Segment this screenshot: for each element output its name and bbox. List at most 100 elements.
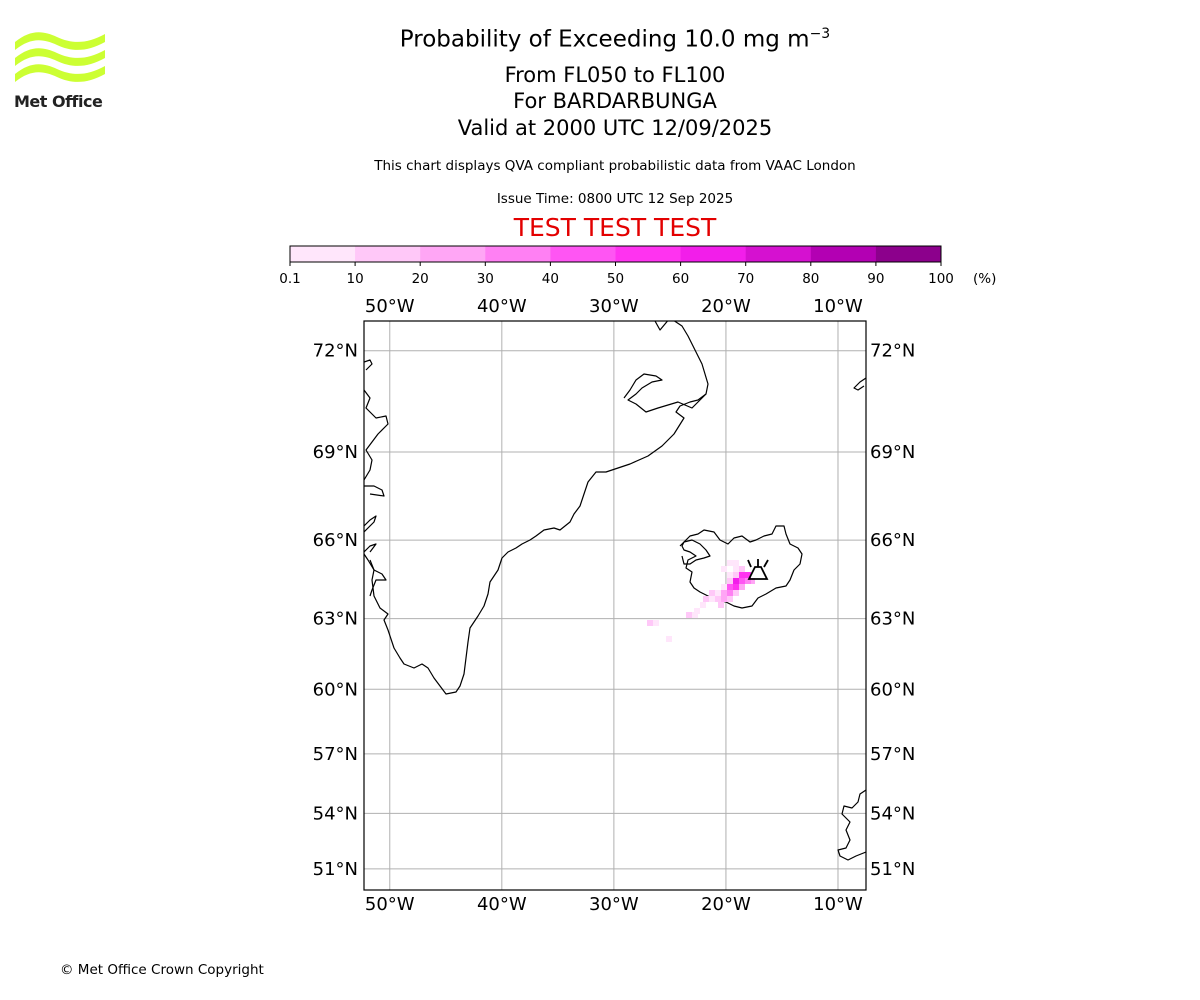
lon-label-top: 10°W: [813, 296, 863, 317]
probability-cell: [745, 578, 751, 584]
lat-label-left: 60°N: [313, 679, 358, 700]
probability-cell: [686, 612, 692, 618]
colorbar-segment: [810, 246, 877, 262]
probability-cell: [647, 620, 653, 626]
colorbar-segment: [290, 246, 356, 262]
scoresby-fjord: [623, 373, 707, 413]
probability-cell: [718, 602, 724, 608]
logo-text: Met Office: [14, 92, 103, 111]
lon-label-bottom: 20°W: [701, 894, 751, 915]
chart-title: Probability of Exceeding 10.0 mg m−3: [15, 26, 1200, 53]
lon-label-bottom: 50°W: [365, 894, 415, 915]
lat-label-right: 63°N: [870, 609, 915, 630]
probability-cell: [727, 584, 733, 590]
lat-label-left: 51°N: [313, 859, 358, 880]
colorbar-tick-label: 30: [477, 271, 494, 287]
copyright: © Met Office Crown Copyright: [60, 962, 264, 978]
map-background: [364, 321, 866, 890]
probability-cell: [692, 612, 698, 618]
iceland-westfjords: [679, 539, 711, 565]
colorbar-tick-label: 100: [928, 271, 954, 287]
probability-cell: [727, 590, 733, 596]
lat-label-right: 60°N: [870, 679, 915, 700]
lat-label-right: 72°N: [870, 341, 915, 362]
colorbar-tick-label: 60: [672, 271, 689, 287]
lat-label-left: 57°N: [313, 744, 358, 765]
lon-label-bottom: 30°W: [589, 894, 639, 915]
met-office-logo: Met Office: [12, 28, 112, 114]
lat-label-left: 54°N: [313, 803, 358, 824]
chart-note: This chart displays QVA compliant probab…: [374, 158, 856, 174]
colorbar-segment: [745, 246, 812, 262]
iceland-coastline: [681, 525, 803, 609]
probability-cell: [721, 596, 727, 602]
lon-label-top: 20°W: [701, 296, 751, 317]
colorbar-segment: [485, 246, 551, 262]
map-panel: 50°W 40°W 30°W 20°W 10°W 50°W 40°W 30°W 20°W 10°…: [313, 296, 916, 915]
lat-label-right: 57°N: [870, 744, 915, 765]
colorbar-segment: [875, 246, 942, 262]
colorbar-segment: [615, 246, 682, 262]
probability-cell: [739, 572, 745, 578]
colorbar-unit: (%): [973, 271, 996, 287]
volcano-title: For BARDARBUNGA: [513, 89, 717, 113]
probability-cell: [700, 602, 706, 608]
lat-label-left: 66°N: [313, 530, 358, 551]
colorbar-tick-label: 10: [347, 271, 364, 287]
probability-cell: [709, 596, 715, 602]
map-frame: [363, 320, 867, 891]
colorbar-tick-label: 70: [737, 271, 754, 287]
probability-cell: [703, 596, 709, 602]
colorbar-tick-label: 20: [412, 271, 429, 287]
title-exponent: −3: [809, 26, 831, 42]
test-banner: TEST TEST TEST: [513, 213, 717, 242]
probability-cell: [653, 620, 659, 626]
jan-mayen-coast: [853, 377, 866, 391]
colorbar-tick-label: 40: [542, 271, 559, 287]
greenland-coastline: [364, 321, 709, 695]
valid-time: Valid at 2000 UTC 12/09/2025: [457, 116, 773, 140]
probability-cell: [727, 572, 733, 578]
probability-cell: [739, 584, 745, 590]
probability-cell: [721, 590, 727, 596]
probability-cell: [733, 578, 739, 584]
lat-label-right: 54°N: [870, 803, 915, 824]
title-text: Probability of Exceeding 10.0 mg m: [399, 26, 810, 53]
lat-label-left: 69°N: [313, 442, 358, 463]
colorbar-tick-label: 50: [607, 271, 624, 287]
colorbar-segment: [550, 246, 616, 262]
probability-cell: [727, 560, 733, 566]
lat-label-right: 66°N: [870, 530, 915, 551]
lon-label-top: 50°W: [365, 296, 415, 317]
probability-cell: [727, 578, 733, 584]
probability-cell: [733, 584, 739, 590]
probability-cell: [694, 608, 700, 614]
greenland-west-coast: [364, 359, 389, 597]
colorbar-segment: [680, 246, 747, 262]
probability-cell: [715, 590, 721, 596]
probability-cell: [715, 596, 721, 602]
colorbar-segment: [420, 246, 486, 262]
lon-label-bottom: 10°W: [813, 894, 863, 915]
probability-cell: [739, 578, 745, 584]
probability-cell: [709, 590, 715, 596]
probability-cell: [721, 566, 727, 572]
lat-label-left: 72°N: [313, 341, 358, 362]
lat-label-left: 63°N: [313, 609, 358, 630]
probability-cell: [733, 590, 739, 596]
lat-label-right: 69°N: [870, 442, 915, 463]
colorbar-tick-label: 0.1: [279, 271, 300, 287]
colorbar: 0.1 10 20 30 40 50 60 70 80 90 100 (%): [279, 245, 996, 287]
probability-cell: [721, 584, 727, 590]
lon-label-bottom: 40°W: [477, 894, 527, 915]
lon-label-top: 30°W: [589, 296, 639, 317]
level-range: From FL050 to FL100: [504, 63, 726, 87]
probability-cell: [733, 560, 739, 566]
met-office-waves-icon: [15, 32, 105, 82]
probability-cell: [727, 596, 733, 602]
probability-cell: [745, 572, 751, 578]
colorbar-tick-label: 80: [802, 271, 819, 287]
lon-label-top: 40°W: [477, 296, 527, 317]
lat-label-right: 51°N: [870, 859, 915, 880]
volcano-marker-icon: [747, 559, 769, 580]
